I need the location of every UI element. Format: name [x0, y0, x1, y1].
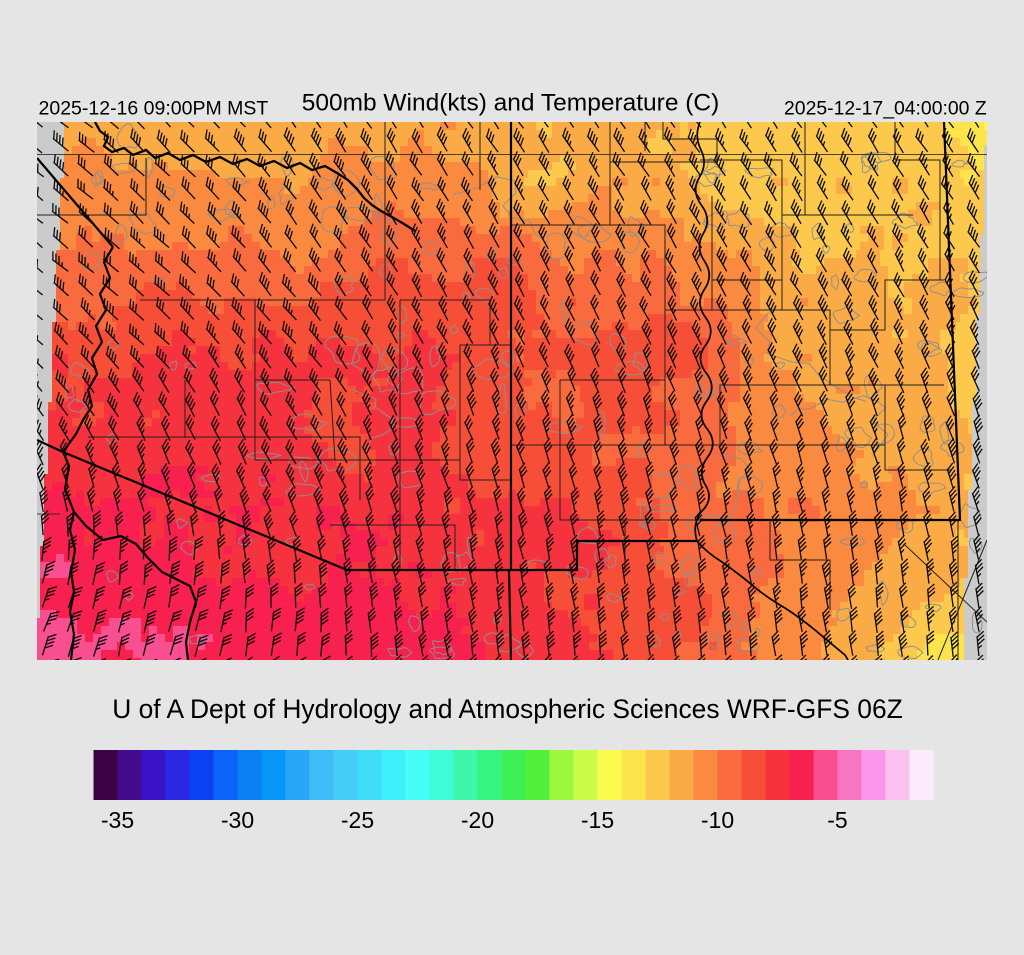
svg-text:-35: -35	[101, 807, 134, 833]
svg-text:2025-12-17_04:00:00 Z: 2025-12-17_04:00:00 Z	[784, 98, 987, 120]
svg-text:500mb Wind(kts) and Temperatur: 500mb Wind(kts) and Temperature (C)	[302, 90, 720, 117]
svg-text:-15: -15	[581, 807, 614, 833]
svg-text:-5: -5	[827, 807, 847, 833]
svg-text:-10: -10	[701, 807, 734, 833]
svg-text:-25: -25	[341, 807, 374, 833]
svg-text:U of A Dept of Hydrology and A: U of A Dept of Hydrology and Atmospheric…	[112, 694, 903, 724]
svg-text:-30: -30	[221, 807, 254, 833]
svg-text:2025-12-16 09:00PM MST: 2025-12-16 09:00PM MST	[39, 98, 269, 120]
svg-text:-20: -20	[461, 807, 494, 833]
